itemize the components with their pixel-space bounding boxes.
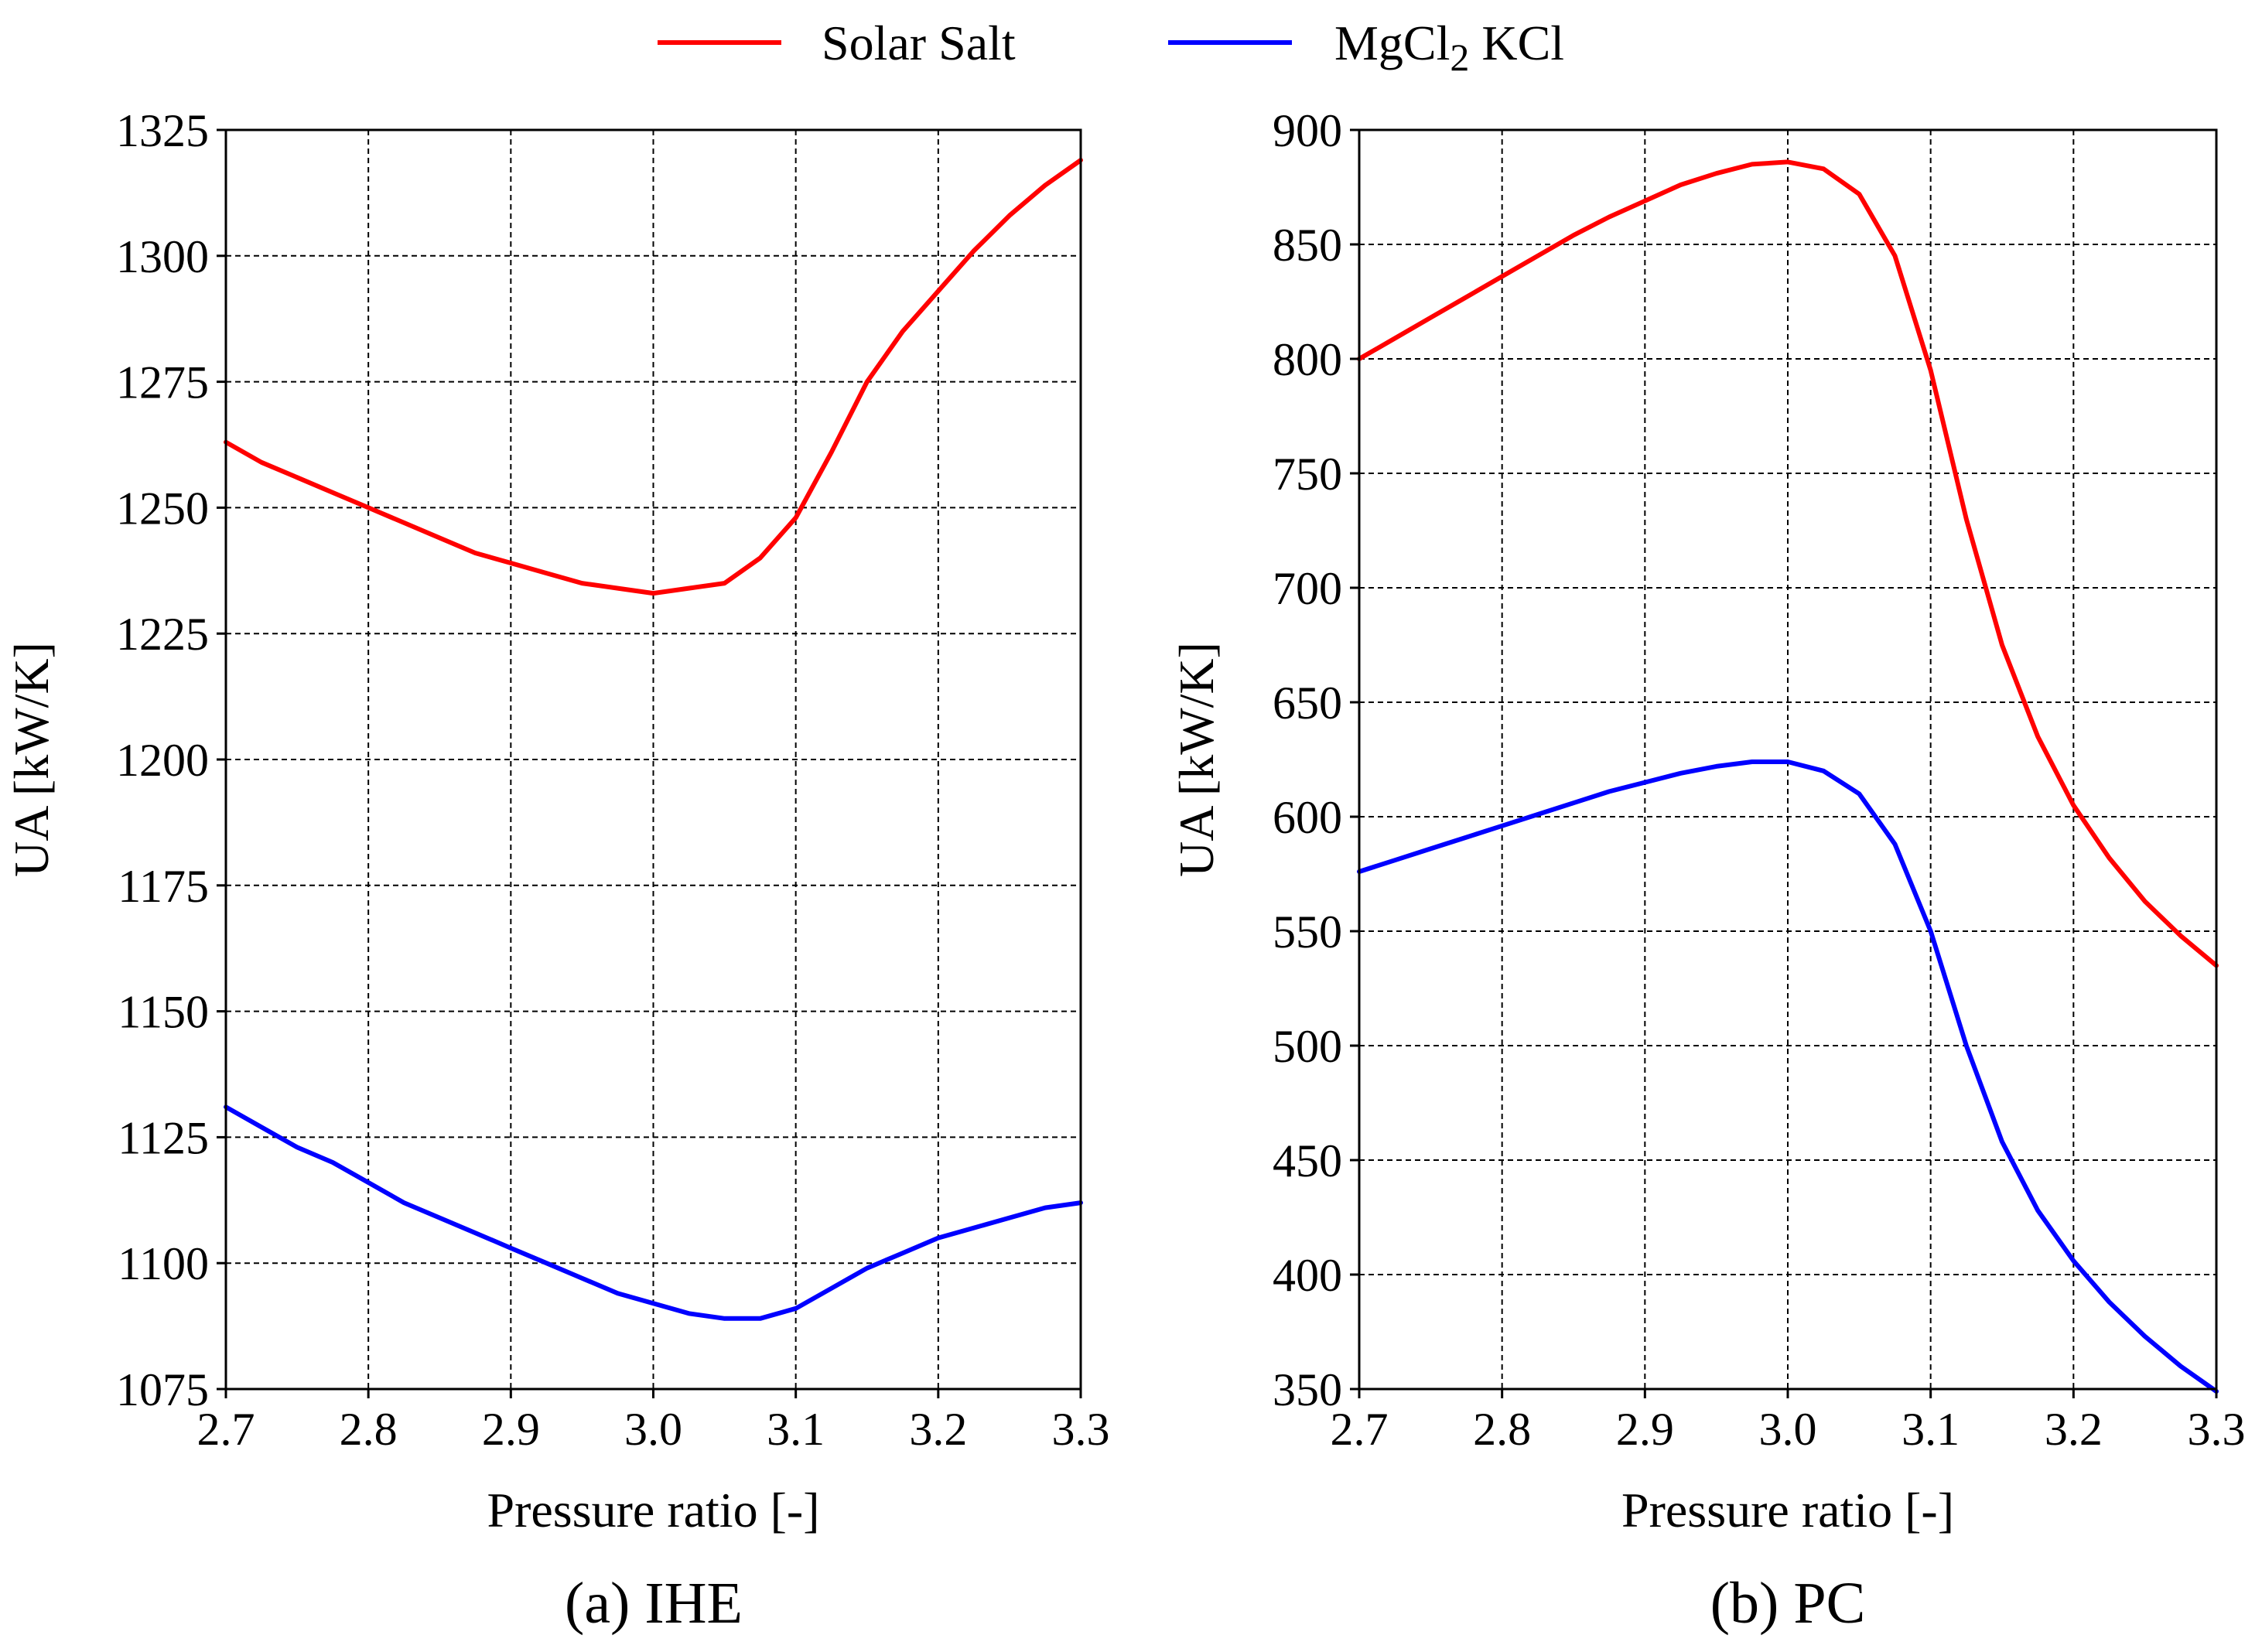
legend-label-solar-salt: Solar Salt	[822, 15, 1016, 70]
chart-caption-ihe: (a) IHE	[565, 1571, 743, 1636]
x-tick-label: 3.2	[2045, 1404, 2103, 1455]
legend-label-mgcl2-kcl: MgCl2 KCl	[1334, 15, 1564, 79]
y-tick-label: 1325	[116, 105, 209, 156]
y-tick-label: 500	[1273, 1021, 1342, 1072]
y-tick-label: 450	[1273, 1135, 1342, 1186]
y-tick-label: 800	[1273, 334, 1342, 385]
x-tick-label: 2.7	[197, 1404, 255, 1455]
y-tick-label: 350	[1273, 1364, 1342, 1415]
chart-ihe: 2.7 2.8 2.9 3.0 3.1 3.2 3.3 1075 1100 1125 1150 117…	[4, 105, 1110, 1636]
y-tick-label: 600	[1273, 792, 1342, 843]
series-line-mgcl2-kcl	[1357, 759, 2219, 1394]
chart-pc: 2.7 2.8 2.9 3.0 3.1 3.2 3.3 350 400 450 500 550 600 6…	[1169, 105, 2246, 1636]
x-tick-label: 2.7	[1331, 1404, 1389, 1455]
y-tick-label: 650	[1273, 678, 1342, 729]
y-tick-label: 1275	[116, 357, 209, 408]
y-axis-label: UA [kW/K]	[4, 642, 59, 877]
x-tick-label: 3.2	[909, 1404, 967, 1455]
y-tick-label: 850	[1273, 220, 1342, 271]
x-tick-label: 2.8	[340, 1404, 398, 1455]
legend-label-mgcl2-base: MgCl	[1334, 15, 1450, 70]
x-tick-label: 3.1	[1902, 1404, 1960, 1455]
y-tick-label: 1075	[116, 1364, 209, 1415]
y-tick-label: 750	[1273, 449, 1342, 500]
series-line-mgcl2-kcl	[224, 1104, 1083, 1321]
x-tick-label: 2.9	[482, 1404, 540, 1455]
x-tick-label: 3.1	[767, 1404, 825, 1455]
legend-label-mgcl2-suffix: KCl	[1469, 15, 1564, 70]
legend-label-mgcl2-subscript: 2	[1450, 36, 1469, 79]
series-line-solar-salt	[1357, 159, 2219, 968]
chart-caption-pc: (b) PC	[1710, 1571, 1866, 1636]
x-axis-label: Pressure ratio [-]	[487, 1483, 819, 1538]
x-tick-label: 3.3	[2188, 1404, 2246, 1455]
series-line-solar-salt	[224, 158, 1083, 596]
x-tick-label: 2.8	[1473, 1404, 1531, 1455]
y-tick-label: 1100	[118, 1238, 209, 1289]
y-tick-label: 400	[1273, 1250, 1342, 1301]
y-tick-label: 1225	[116, 609, 209, 660]
y-tick-label: 1300	[116, 231, 209, 282]
y-tick-label: 1150	[118, 987, 209, 1038]
y-tick-label: 700	[1273, 563, 1342, 614]
y-tick-label: 1250	[116, 483, 209, 534]
y-tick-label: 550	[1273, 906, 1342, 957]
legend: Solar Salt MgCl2 KCl	[658, 15, 1564, 79]
x-tick-label: 3.0	[1759, 1404, 1817, 1455]
x-axis-label: Pressure ratio [-]	[1621, 1483, 1954, 1538]
y-tick-label: 1175	[118, 861, 209, 912]
y-tick-label: 900	[1273, 105, 1342, 156]
x-tick-label: 3.0	[624, 1404, 682, 1455]
y-tick-label: 1200	[116, 735, 209, 786]
x-tick-label: 3.3	[1052, 1404, 1110, 1455]
y-axis-label: UA [kW/K]	[1169, 642, 1224, 877]
y-tick-label: 1125	[118, 1112, 209, 1163]
x-tick-label: 2.9	[1616, 1404, 1674, 1455]
